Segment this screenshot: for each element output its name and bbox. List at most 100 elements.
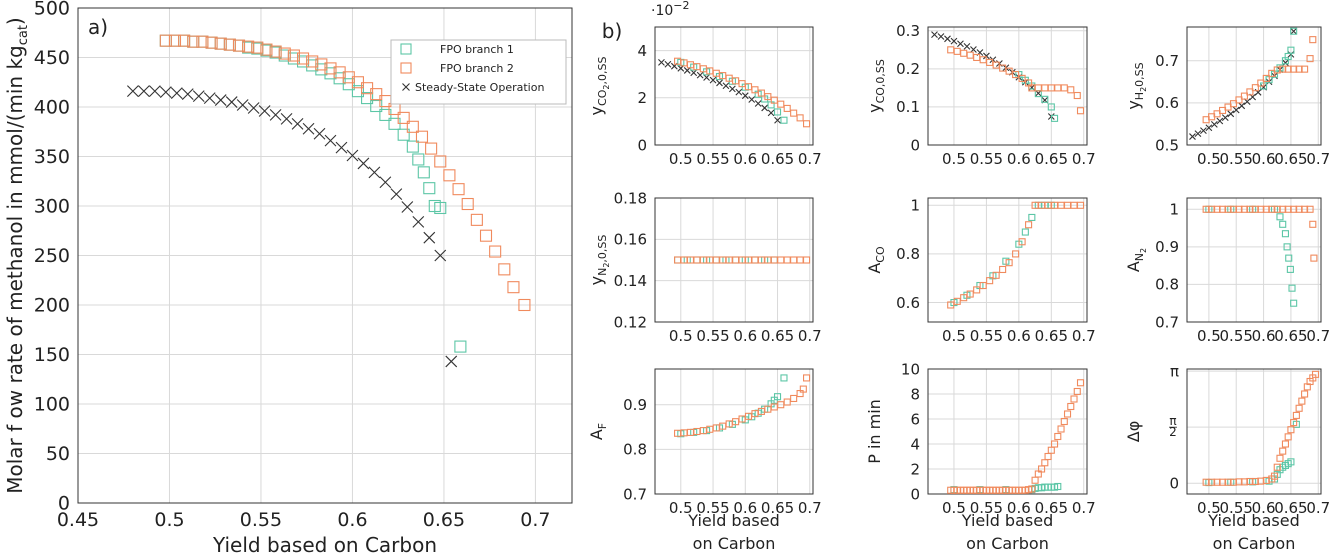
data-point [777, 100, 785, 108]
data-point [1012, 250, 1020, 258]
plot-frame [654, 197, 814, 323]
data-point [287, 49, 300, 62]
data-point [390, 188, 403, 201]
data-point [966, 290, 974, 298]
data-point [181, 88, 194, 101]
data-point [1235, 96, 1243, 104]
x-tick-label: 0.65 [761, 150, 794, 168]
data-point [1063, 410, 1072, 418]
data-point [401, 201, 414, 213]
y-tick-label: 450 [34, 47, 70, 69]
data-point [1028, 485, 1036, 493]
data-point [1279, 220, 1287, 228]
data-point [777, 256, 785, 264]
data-point [258, 105, 271, 117]
x-tick-label: 0.7 [798, 327, 822, 345]
data-point [970, 46, 977, 53]
x-tick-label: 0.5 [669, 499, 693, 517]
data-point [1210, 120, 1218, 128]
x-tick-label: 0.6 [1007, 150, 1031, 168]
y-tick-label: 150 [34, 344, 70, 366]
y-tick-label: π2 [1169, 414, 1177, 439]
data-point [1067, 402, 1075, 411]
legend-item-label: FPO branch 1 [440, 43, 514, 56]
data-point [251, 41, 264, 54]
y-tick-label: 0.12 [614, 313, 647, 331]
series-ss [658, 59, 781, 124]
data-point [406, 140, 419, 153]
data-point [1290, 27, 1298, 35]
data-point [225, 96, 238, 108]
data-point [1309, 220, 1317, 228]
x-tick-label: 0.7 [1072, 150, 1096, 168]
data-point [242, 40, 255, 53]
plot-frame [654, 26, 814, 146]
data-point [1054, 84, 1062, 92]
data-point [1200, 127, 1207, 135]
y-tick-label: 0.3 [896, 22, 920, 40]
data-point [957, 40, 964, 48]
data-point [269, 109, 282, 121]
data-point [306, 55, 319, 68]
x-tick-label: 0.5 [1197, 150, 1221, 168]
subplot-x-label-line1: Yield based [1207, 511, 1299, 530]
data-point [1238, 102, 1246, 110]
data-point [1041, 95, 1049, 103]
panel-label-a: a) [88, 15, 108, 39]
y-tick-label: 0 [637, 136, 647, 154]
data-point [783, 398, 791, 406]
data-point [722, 82, 730, 90]
y-tick-label-num: π [1169, 414, 1176, 428]
subplot-y-label: yN2,0,SS [587, 235, 611, 286]
y-tick-label: 0.8 [1155, 276, 1179, 294]
data-point [1189, 133, 1196, 140]
x-tick-label: 0.65 [1035, 327, 1068, 345]
data-point [1025, 221, 1033, 229]
y-tick-label: 0.8 [623, 441, 647, 459]
plot-frame [1186, 26, 1322, 146]
legend-box [390, 39, 567, 105]
data-point [1284, 433, 1292, 441]
data-point [741, 92, 749, 100]
x-tick-label: 0.65 [1274, 327, 1307, 345]
subplot-y-label: ACO [865, 246, 887, 274]
data-point [803, 120, 811, 128]
data-point [754, 100, 762, 107]
data-point [361, 92, 374, 105]
data-point [470, 213, 483, 226]
data-point [296, 52, 310, 65]
data-point [357, 157, 370, 170]
data-point [137, 85, 150, 98]
data-point [1205, 124, 1213, 132]
data-point [773, 393, 782, 401]
y-tick-label: 400 [34, 97, 70, 119]
y-tick-label: 0.7 [1155, 52, 1179, 70]
data-point [803, 374, 811, 382]
series-branch2 [947, 201, 1085, 309]
y-tick-label: 0.1 [896, 98, 920, 116]
y-tick-label: 0.14 [614, 272, 647, 290]
data-point [159, 86, 172, 99]
data-point [498, 263, 511, 276]
data-point [1051, 440, 1059, 448]
data-point [770, 96, 778, 104]
data-point [1285, 254, 1293, 262]
y-tick-label: 0.16 [614, 231, 647, 249]
data-point [445, 355, 458, 368]
data-point [291, 117, 304, 130]
data-point [205, 36, 218, 49]
data-point [716, 79, 723, 87]
legend-item-label: Steady-State Operation [415, 81, 544, 94]
x-tick-label: 0.5 [1197, 499, 1221, 517]
data-point [434, 249, 447, 262]
data-point [1287, 458, 1295, 466]
data-point [247, 102, 260, 114]
y-tick-label: 0.8 [896, 245, 920, 263]
data-point [796, 114, 804, 122]
x-tick-label: 0.65 [761, 499, 794, 517]
subplot-x-label-line1: Yield based [687, 511, 779, 530]
data-point [236, 99, 249, 111]
